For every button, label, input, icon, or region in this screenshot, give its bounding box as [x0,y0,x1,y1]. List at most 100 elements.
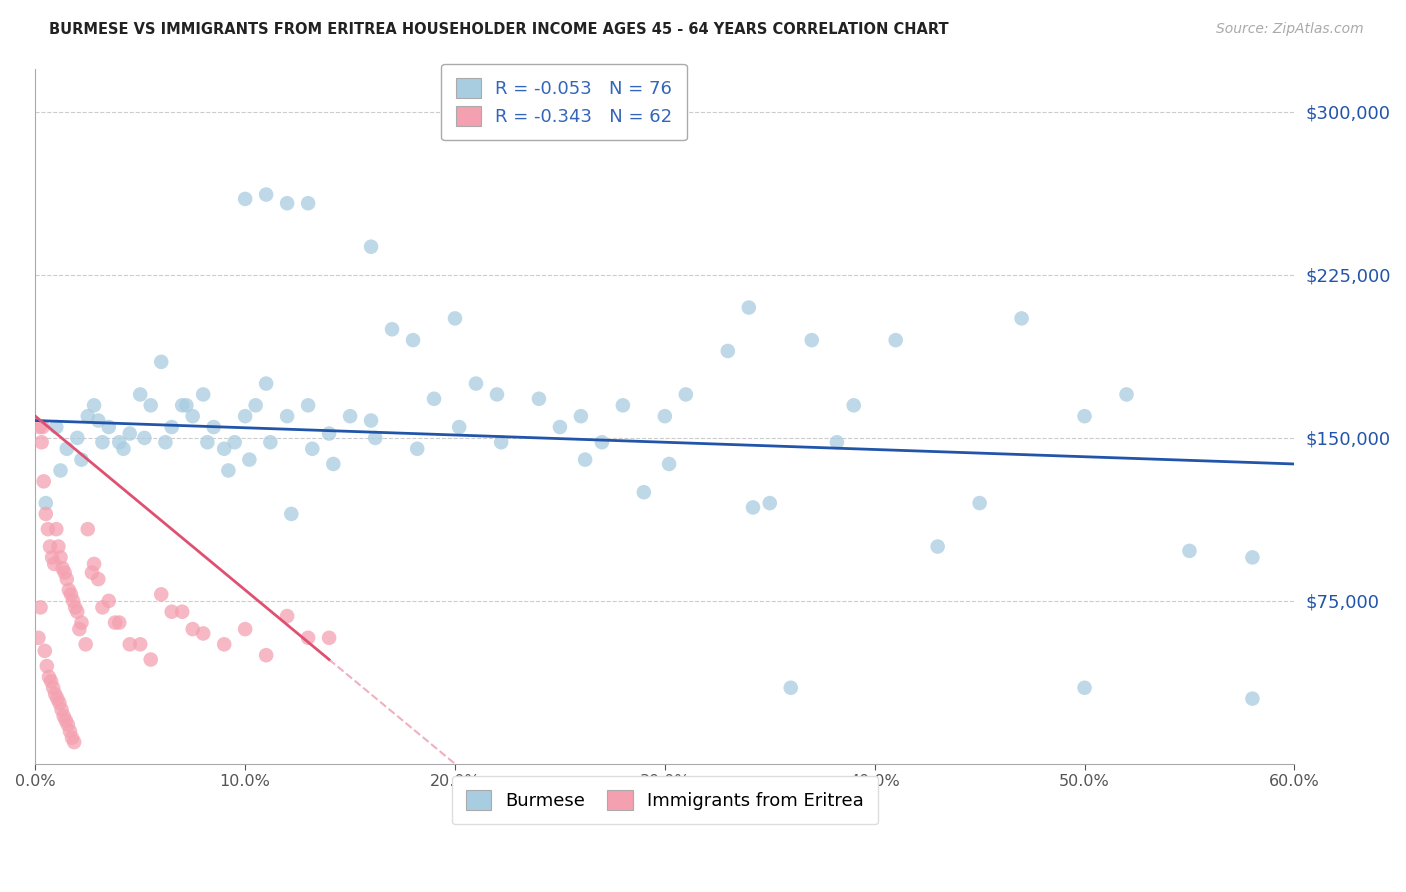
Point [238,452,260,467]
Point [423,392,446,406]
Point [612,398,634,412]
Point [41,550,63,565]
Point [83,557,105,571]
Point [658,457,681,471]
Point [70,615,93,630]
Point [97,420,120,434]
Point [193,387,215,401]
Point [139,652,162,666]
Point [172,398,194,412]
Point [449,420,471,434]
Point [339,409,361,424]
Point [633,485,655,500]
Point [129,387,152,401]
Point [67,622,90,636]
Point [53,566,76,580]
Point [364,431,387,445]
Point [176,398,198,412]
Point [66,431,89,445]
Point [129,637,152,651]
Point [779,681,801,695]
Point [1241,550,1264,565]
Point [48,540,70,554]
Point [465,376,488,391]
Point [59,587,82,601]
Point [259,435,281,450]
Point [49,463,72,477]
Point [139,398,162,412]
Point [28,420,51,434]
Point [197,435,219,450]
Point [485,387,508,401]
Point [31,435,53,450]
Point [83,398,105,412]
Point [42,681,65,695]
Point [76,522,98,536]
Point [233,622,256,636]
Text: Source: ZipAtlas.com: Source: ZipAtlas.com [1216,22,1364,37]
Point [591,435,613,450]
Point [172,605,194,619]
Point [675,387,697,401]
Point [212,442,235,456]
Point [38,670,60,684]
Point [233,409,256,424]
Point [202,420,225,434]
Point [45,420,67,434]
Point [52,561,75,575]
Point [52,709,75,723]
Point [254,187,277,202]
Point [569,409,592,424]
Point [44,687,66,701]
Point [39,540,62,554]
Point [60,731,83,745]
Point [1011,311,1033,326]
Legend: Burmese, Immigrants from Eritrea: Burmese, Immigrants from Eritrea [451,775,879,824]
Point [574,452,596,467]
Point [32,475,55,489]
Point [1073,409,1095,424]
Point [46,691,69,706]
Point [527,392,550,406]
Point [150,587,173,601]
Point [884,333,907,347]
Point [224,435,246,450]
Point [322,457,344,471]
Point [87,413,110,427]
Point [58,582,80,597]
Point [927,540,949,554]
Point [59,724,82,739]
Point [51,702,73,716]
Point [318,426,340,441]
Point [112,442,135,456]
Point [276,196,298,211]
Point [217,463,239,477]
Point [37,522,59,536]
Point [75,637,97,651]
Point [118,637,141,651]
Point [1178,544,1201,558]
Point [1073,681,1095,695]
Point [254,376,277,391]
Point [70,452,93,467]
Point [254,648,277,663]
Point [62,594,84,608]
Point [969,496,991,510]
Point [80,566,103,580]
Point [63,735,86,749]
Point [49,550,72,565]
Point [160,420,183,434]
Point [548,420,571,434]
Point [212,637,235,651]
Point [66,605,89,619]
Point [489,435,512,450]
Point [360,413,382,427]
Point [108,435,131,450]
Point [56,717,79,731]
Point [63,600,86,615]
Point [44,557,66,571]
Point [738,301,761,315]
Point [717,343,740,358]
Point [742,500,765,515]
Point [39,674,62,689]
